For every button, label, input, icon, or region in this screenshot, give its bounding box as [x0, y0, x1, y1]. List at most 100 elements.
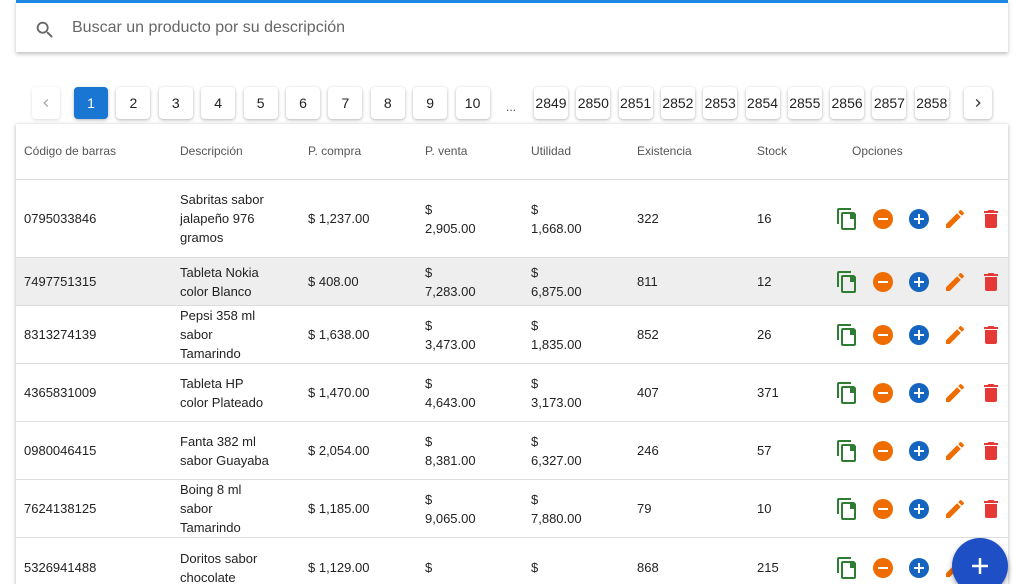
- delete-button[interactable]: [979, 207, 1003, 236]
- table-cell: $ 7,283.00: [425, 264, 476, 299]
- table-cell: 868: [637, 560, 659, 575]
- page-button[interactable]: 2856: [830, 87, 865, 119]
- column-header: Stock: [757, 144, 788, 158]
- products-table: Código de barras Descripción P. compra P. v…: [16, 124, 1008, 584]
- table-cell: Tableta HP color Plateado: [180, 375, 264, 410]
- table-cell: Doritos sabor chocolate: [180, 550, 258, 584]
- page-button[interactable]: 5: [243, 87, 278, 119]
- page-button[interactable]: 1: [74, 87, 108, 119]
- table-cell: Tableta Nokia color Blanco: [180, 264, 259, 299]
- table-cell: 10: [757, 501, 772, 516]
- prev-page[interactable]: [32, 87, 60, 119]
- column-header: Descripción: [180, 144, 243, 158]
- copy-button[interactable]: [835, 439, 859, 468]
- page-button[interactable]: 8: [370, 87, 405, 119]
- table-cell: 7624138125: [24, 501, 97, 516]
- table-cell: 852: [637, 327, 659, 342]
- copy-button[interactable]: [835, 270, 859, 299]
- page-button[interactable]: 2857: [872, 87, 907, 119]
- table-cell: $ 1,237.00: [308, 211, 370, 226]
- column-header: P. venta: [425, 144, 468, 158]
- table-cell: 79: [637, 501, 652, 516]
- copy-button[interactable]: [835, 323, 859, 352]
- decrease-button[interactable]: [871, 270, 895, 299]
- page-button[interactable]: 10: [455, 87, 490, 119]
- page-button[interactable]: 2850: [576, 87, 611, 119]
- table-cell: $ 1,638.00: [308, 327, 370, 342]
- table-row: 0980046415 Fanta 382 ml sabor Guayaba $ 2,…: [16, 422, 1008, 480]
- table-cell: $ 1,668.00: [531, 201, 582, 236]
- edit-button[interactable]: [943, 207, 967, 236]
- edit-button[interactable]: [943, 381, 967, 410]
- table-cell: 16: [757, 211, 772, 226]
- table-cell: $ 9,065.00: [425, 491, 476, 526]
- table-cell: $ 1,185.00: [308, 501, 370, 516]
- decrease-button[interactable]: [871, 207, 895, 236]
- decrease-button[interactable]: [871, 439, 895, 468]
- add-button[interactable]: [952, 538, 1008, 584]
- table-cell: 811: [637, 274, 658, 289]
- table-cell: 57: [757, 443, 772, 458]
- edit-button[interactable]: [943, 497, 967, 526]
- delete-button[interactable]: [979, 381, 1003, 410]
- decrease-button[interactable]: [871, 323, 895, 352]
- increase-button[interactable]: [907, 270, 931, 299]
- edit-button[interactable]: [943, 323, 967, 352]
- search-placeholder: Buscar un producto por su descripción: [72, 19, 346, 36]
- increase-button[interactable]: [907, 439, 931, 468]
- table-cell: 5326941488: [24, 560, 97, 575]
- table-cell: 246: [637, 443, 659, 458]
- column-header: Utilidad: [531, 144, 572, 158]
- decrease-button[interactable]: [871, 556, 895, 584]
- copy-button[interactable]: [835, 381, 859, 410]
- page-button[interactable]: 6: [286, 87, 320, 119]
- copy-button[interactable]: [835, 497, 859, 526]
- page-button[interactable]: 2854: [745, 87, 780, 119]
- table-cell: 371: [757, 385, 779, 400]
- table-row: 0795033846 Sabritas sabor jalapeño 976 gr…: [16, 180, 1008, 258]
- delete-button[interactable]: [979, 270, 1003, 299]
- edit-button[interactable]: [943, 439, 967, 468]
- pagination-ellipsis: ...: [506, 100, 517, 114]
- table-cell: 215: [757, 560, 779, 575]
- page-button[interactable]: 9: [413, 87, 448, 119]
- edit-button[interactable]: [943, 270, 967, 299]
- page-button[interactable]: 2: [116, 87, 151, 119]
- copy-button[interactable]: [835, 556, 859, 584]
- table-cell: 12: [757, 274, 772, 289]
- table-cell: $ 1,835.00: [531, 317, 582, 352]
- delete-button[interactable]: [979, 497, 1003, 526]
- increase-button[interactable]: [907, 207, 931, 236]
- decrease-button[interactable]: [871, 497, 895, 526]
- table-cell: $: [425, 560, 433, 575]
- increase-button[interactable]: [907, 381, 931, 410]
- delete-button[interactable]: [979, 323, 1003, 352]
- next-page[interactable]: [964, 87, 992, 119]
- increase-button[interactable]: [907, 497, 931, 526]
- increase-button[interactable]: [907, 323, 931, 352]
- page-button[interactable]: 2853: [703, 87, 738, 119]
- page-button[interactable]: 2855: [787, 87, 822, 119]
- page-button[interactable]: 7: [328, 87, 363, 119]
- page-button[interactable]: 4: [201, 87, 236, 119]
- table-cell: Fanta 382 ml sabor Guayaba: [180, 433, 269, 468]
- page-button[interactable]: 2852: [660, 87, 695, 119]
- page-button[interactable]: 3: [158, 87, 193, 119]
- search-icon: [36, 21, 53, 38]
- delete-button[interactable]: [979, 439, 1003, 468]
- table-cell: 7497751315: [24, 274, 97, 289]
- page-button[interactable]: 2858: [914, 87, 949, 119]
- copy-button[interactable]: [835, 207, 859, 236]
- decrease-button[interactable]: [871, 381, 895, 410]
- increase-button[interactable]: [907, 556, 931, 584]
- page-button[interactable]: 2849: [534, 87, 568, 119]
- table-cell: 0795033846: [24, 211, 97, 226]
- table-row: 8313274139 Pepsi 358 ml sabor Tamarindo $ …: [16, 306, 1008, 364]
- table-cell: 0980046415: [24, 443, 97, 458]
- search-bar[interactable]: Buscar un producto por su descripción: [16, 0, 1008, 52]
- table-cell: 322: [637, 211, 659, 226]
- table-cell: $ 1,129.00: [308, 560, 370, 575]
- page-button[interactable]: 2851: [618, 87, 653, 119]
- table-cell: $ 1,470.00: [308, 385, 370, 400]
